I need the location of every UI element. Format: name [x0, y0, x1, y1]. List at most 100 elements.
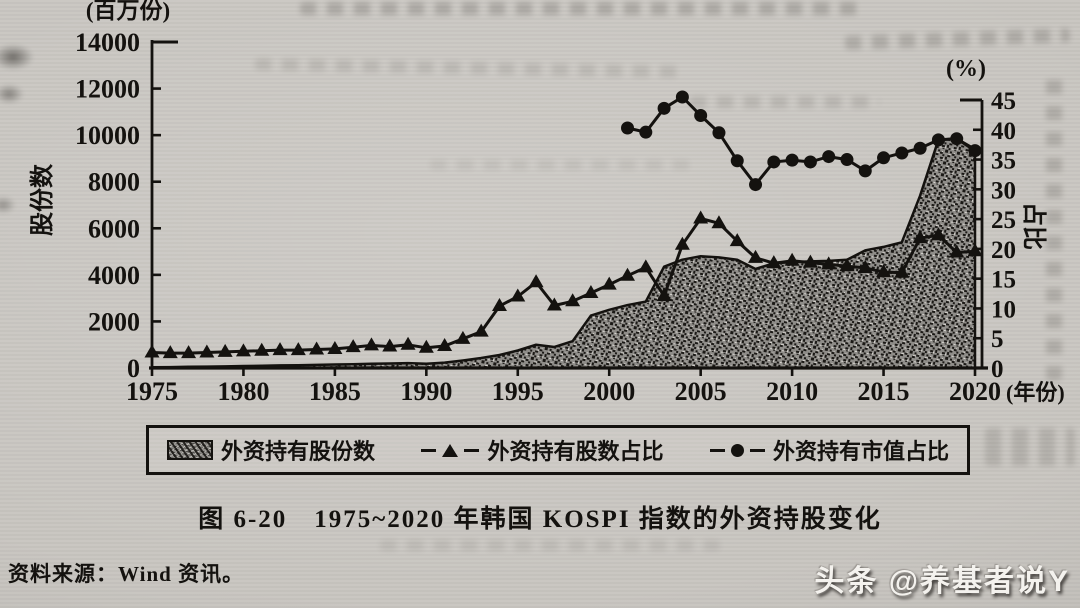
legend-item-mktcap-pct: 外资持有市值占比	[709, 434, 949, 466]
triangle-marker	[693, 210, 709, 224]
left-axis-title: 股份数	[29, 163, 56, 236]
legend-item-shares-pct: 外资持有股数占比	[421, 434, 664, 466]
x-axis-tick-label: 2000	[583, 377, 635, 406]
circle-marker	[858, 164, 872, 178]
triangle-marker	[473, 323, 489, 337]
y-axis-right-tick-label: 5	[991, 326, 1004, 353]
triangle-marker	[912, 230, 928, 244]
circle-marker	[950, 132, 964, 146]
y-axis-left-tick-label: 0	[127, 354, 140, 383]
circle-marker	[895, 146, 909, 160]
triangle-marker	[235, 343, 251, 357]
y-axis-left-tick-label: 12000	[75, 75, 140, 104]
triangle-marker	[309, 341, 325, 355]
circle-marker	[968, 144, 982, 158]
circle-marker	[913, 141, 927, 155]
x-axis-tick-label: 2005	[675, 377, 727, 406]
y-axis-right-tick-label: 0	[991, 356, 1004, 383]
legend-label: 外资持有股份数	[221, 439, 376, 464]
triangle-marker	[162, 345, 178, 359]
bleed-through-smudge	[985, 428, 1075, 466]
circle-marker-icon	[730, 443, 744, 457]
line-segment-icon	[749, 448, 765, 452]
triangle-marker	[437, 337, 453, 351]
circle-marker	[639, 125, 653, 139]
triangle-marker	[967, 243, 983, 257]
y-axis-right-tick-label: 40	[991, 118, 1016, 145]
legend-label: 外资持有市值占比	[772, 439, 949, 464]
triangle-marker	[583, 284, 599, 298]
shares-pct-line	[151, 217, 976, 355]
triangle-marker	[839, 258, 855, 272]
triangle-marker	[382, 338, 398, 352]
source-note: 资料来源：Wind 资讯。	[8, 562, 245, 586]
triangle-marker	[674, 236, 690, 250]
chart-legend: 外资持有股份数 外资持有股数占比 外资持有市值占比	[146, 425, 970, 475]
x-axis-tick-label: 2010	[766, 377, 818, 406]
triangle-marker	[144, 344, 160, 358]
mktcap-pct-line	[627, 95, 976, 188]
y-axis-left-tick-label: 2000	[88, 307, 140, 336]
triangle-marker	[802, 254, 818, 268]
circle-marker	[877, 151, 891, 165]
circle-marker	[803, 155, 817, 169]
y-axis-left-tick-label: 4000	[88, 261, 140, 290]
triangle-marker	[784, 252, 800, 266]
x-axis-unit-label: (年份)	[1006, 380, 1065, 405]
x-axis-tick-label: 1980	[217, 377, 269, 406]
triangle-marker	[491, 298, 507, 312]
y-axis-left-tick-label: 14000	[75, 28, 140, 57]
triangle-marker	[949, 244, 965, 258]
triangle-marker	[254, 342, 270, 356]
y-axis-right-tick-label: 15	[991, 267, 1016, 294]
triangle-marker	[601, 276, 617, 290]
x-axis-tick-label: 2015	[858, 377, 910, 406]
circle-marker	[657, 101, 671, 115]
y-axis-right-tick-label: 25	[991, 207, 1016, 234]
x-axis-tick-label: 1995	[492, 377, 544, 406]
y-axis-right-tick-label: 10	[991, 296, 1016, 323]
circle-marker	[621, 121, 635, 135]
y-axis-right-tick-label: 35	[991, 148, 1016, 175]
triangle-marker	[400, 336, 416, 350]
triangle-marker	[729, 233, 745, 247]
circle-marker	[675, 90, 689, 104]
line-segment-icon	[421, 448, 437, 452]
triangle-marker	[528, 274, 544, 288]
triangle-marker	[418, 339, 434, 353]
line-segment-icon	[464, 448, 480, 452]
triangle-marker	[290, 342, 306, 356]
y-axis-right-tick-label: 45	[991, 88, 1016, 115]
triangle-marker	[345, 339, 361, 353]
triangle-marker	[546, 297, 562, 311]
triangle-marker	[821, 256, 837, 270]
area-swatch-icon	[167, 440, 213, 460]
legend-item-shares-area: 外资持有股份数	[167, 434, 375, 466]
y-axis-left-tick-label: 8000	[88, 168, 140, 197]
triangle-marker	[857, 259, 873, 273]
triangle-marker	[638, 259, 654, 273]
line-segment-icon	[709, 448, 725, 452]
triangle-marker	[510, 288, 526, 302]
triangle-marker	[656, 287, 672, 301]
triangle-marker	[272, 342, 288, 356]
triangle-marker	[565, 293, 581, 307]
triangle-marker	[363, 337, 379, 351]
circle-marker	[767, 155, 781, 169]
x-axis-tick-label: 1990	[400, 377, 452, 406]
triangle-marker	[217, 343, 233, 357]
figure-caption: 图 6-20 1975~2020 年韩国 KOSPI 指数的外资持股变化	[198, 506, 882, 533]
triangle-marker	[620, 267, 636, 281]
left-axis-unit-label: (百万份)	[86, 0, 170, 23]
triangle-marker	[711, 215, 727, 229]
triangle-marker	[455, 330, 471, 344]
circle-marker	[822, 150, 836, 164]
triangle-marker	[766, 255, 782, 269]
circle-marker	[712, 126, 726, 140]
y-axis-left-tick-label: 10000	[75, 121, 140, 150]
triangle-marker	[199, 344, 215, 358]
triangle-marker	[327, 340, 343, 354]
x-axis-tick-label: 1985	[309, 377, 361, 406]
right-axis-title: 占比	[1020, 202, 1047, 250]
